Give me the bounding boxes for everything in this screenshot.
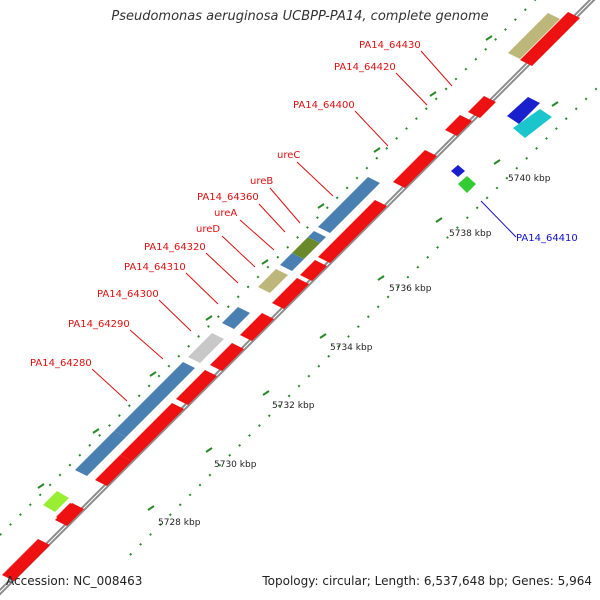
tick-label: 5738 kbp [449,229,492,239]
callout-leader-line [420,50,453,87]
gene-label[interactable]: ureB [250,176,273,187]
callout-leader-line [221,235,256,268]
callout-leader-line [239,219,275,251]
gene-arrow [451,165,465,177]
gene-label[interactable]: PA14_64360 [197,192,259,203]
callout-leader-line [91,368,128,402]
gene-arrow [120,403,184,461]
gene-arrow [43,491,69,512]
callout-leader-line [158,299,192,332]
gene-arrow [210,343,244,371]
callout-leader-line [129,329,164,360]
gene-arrow [507,97,540,124]
reverse-strand-genes [2,12,580,581]
gene-arrow [513,109,552,138]
forward-strand-genes [75,13,560,476]
callout-leader-line [258,203,286,233]
gene-arrow [520,12,580,66]
gene-arrow [56,503,80,523]
gene-label[interactable]: PA14_64420 [334,62,396,73]
gene-block [75,431,126,476]
gene-arrow [240,313,274,341]
gene-arrow [393,150,437,188]
gene-arrow [468,96,496,118]
gene-arrow [300,260,327,281]
inner-track-genes [43,97,552,523]
tick-label: 5730 kbp [214,460,257,470]
gene-label[interactable]: PA14_64410 [516,233,578,244]
map-title: Pseudomonas aeruginosa UCBPP-PA14, compl… [111,9,489,24]
callout-leader-line [205,252,239,284]
callout-leader-line [296,161,334,197]
axis-tick-labels: 5728 kbp 5730 kbp 5732 kbp 5734 kbp 5736 kbp… [158,174,551,528]
tick-label: 5728 kbp [158,518,201,528]
gene-callouts: PA14_64280 PA14_64290 PA14_64300 PA14_64310… [30,40,578,402]
gene-block [114,362,195,437]
gene-label[interactable]: PA14_64290 [68,319,130,330]
callout-leader-line [269,187,301,224]
gene-block [280,253,304,271]
gene-block [292,237,320,259]
gene-label[interactable]: PA14_64320 [144,242,206,253]
genome-summary: Topology: circular; Length: 6,537,648 bp… [262,574,592,588]
callout-leader-line [185,272,219,305]
gene-block [258,269,288,293]
gene-label[interactable]: PA14_64400 [293,100,355,111]
gene-label[interactable]: ureD [196,224,220,235]
gene-block [188,333,224,363]
gene-arrow [95,455,132,486]
accession-label: Accession: NC_008463 [6,574,143,588]
gene-label[interactable]: ureC [277,150,300,161]
tick-label: 5734 kbp [330,343,373,353]
gene-arrow [272,278,309,309]
gene-label[interactable]: PA14_64310 [124,262,186,273]
callout-leader-line [480,200,517,238]
gene-arrow [176,370,217,405]
outer-ring-ticks [37,35,493,489]
tick-label: 5740 kbp [508,174,551,184]
gene-arrow [318,200,387,263]
gene-block [318,177,380,233]
gene-label[interactable]: PA14_64280 [30,358,92,369]
callout-leader-line [354,110,389,147]
inner-dotted-ring [129,83,600,556]
callout-leader-line [395,72,428,106]
gene-label[interactable]: PA14_64300 [97,289,159,300]
gene-block [308,231,326,243]
gene-block [508,13,560,59]
tick-label: 5736 kbp [389,284,432,294]
inner-ring-ticks [147,101,559,511]
tick-label: 5732 kbp [272,401,315,411]
gene-arrow [445,115,472,136]
gene-label[interactable]: ureA [214,208,237,219]
gene-label[interactable]: PA14_64430 [359,40,421,51]
gene-arrow [458,176,476,193]
gene-arrow [2,539,50,581]
gene-block [222,307,250,329]
